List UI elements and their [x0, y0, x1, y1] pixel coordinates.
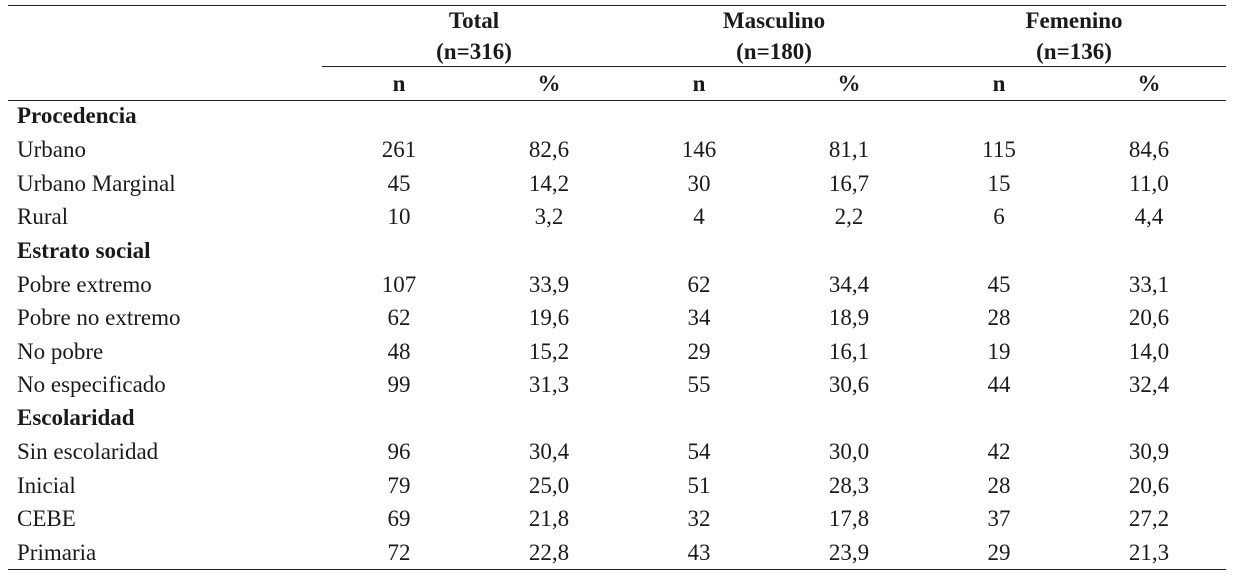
cell-total-pct: 19,6 [528, 305, 570, 330]
cell-femenino-n: 42 [987, 439, 1011, 464]
cell-masculino-n: 62 [687, 272, 711, 297]
cell-masculino-pct: 17,8 [828, 506, 870, 531]
cell-total-pct: 22,8 [528, 540, 570, 565]
row-label: Urbano [17, 137, 86, 162]
cell-masculino-n: 29 [687, 339, 711, 364]
cell-femenino-pct: 4,4 [1134, 204, 1164, 229]
group-header-femenino-count: (n=136) [1036, 39, 1112, 64]
section-title: Escolaridad [17, 405, 135, 430]
cell-femenino-pct: 84,6 [1128, 137, 1170, 162]
cell-masculino-pct: 18,9 [828, 305, 870, 330]
cell-femenino-pct: 21,3 [1128, 540, 1170, 565]
cell-masculino-pct: 2,2 [834, 204, 864, 229]
cell-femenino-n: 29 [987, 540, 1011, 565]
cell-femenino-pct: 14,0 [1128, 339, 1170, 364]
cell-total-n: 45 [387, 171, 411, 196]
cell-masculino-pct: 23,9 [828, 540, 870, 565]
cell-total-pct: 3,2 [534, 204, 564, 229]
cell-total-n: 72 [387, 540, 411, 565]
subheader-total-n: n [392, 71, 406, 96]
cell-masculino-pct: 30,0 [828, 439, 870, 464]
cell-femenino-n: 28 [987, 305, 1011, 330]
cell-total-pct: 15,2 [528, 339, 570, 364]
section-title: Procedencia [17, 103, 137, 128]
group-header-femenino-title: Femenino [1025, 8, 1123, 33]
cell-total-n: 261 [381, 137, 417, 162]
cell-femenino-n: 6 [993, 204, 1005, 229]
cell-total-pct: 14,2 [528, 171, 570, 196]
cell-masculino-n: 51 [687, 473, 711, 498]
group-header-total-title: Total [448, 8, 500, 33]
cell-femenino-pct: 20,6 [1128, 305, 1170, 330]
subheader-masculino-n: n [692, 71, 706, 96]
cell-masculino-pct: 16,7 [828, 171, 870, 196]
row-label: Pobre extremo [17, 272, 152, 297]
subheader-femenino-n: n [992, 71, 1006, 96]
cell-femenino-pct: 33,1 [1128, 272, 1170, 297]
subheader-femenino-pct: % [1137, 71, 1161, 96]
cell-femenino-pct: 11,0 [1129, 171, 1169, 196]
cell-total-pct: 33,9 [528, 272, 570, 297]
section-title: Estrato social [17, 238, 151, 263]
cell-total-n: 62 [387, 305, 411, 330]
group-header-masculino-title: Masculino [722, 8, 826, 33]
cell-total-n: 69 [387, 506, 411, 531]
cell-femenino-n: 37 [987, 506, 1011, 531]
group-header-masculino-count: (n=180) [736, 39, 812, 64]
row-label: Inicial [17, 473, 76, 498]
cell-total-pct: 21,8 [528, 506, 570, 531]
row-label: Primaria [17, 540, 97, 565]
cell-total-n: 10 [387, 204, 411, 229]
row-label: Pobre no extremo [17, 305, 181, 330]
cell-femenino-n: 44 [987, 372, 1011, 397]
cell-femenino-pct: 32,4 [1128, 372, 1170, 397]
subheader-masculino-pct: % [837, 71, 861, 96]
cell-total-n: 48 [387, 339, 411, 364]
cell-masculino-n: 32 [687, 506, 711, 531]
cell-femenino-n: 115 [982, 137, 1016, 162]
cell-masculino-pct: 34,4 [828, 272, 870, 297]
row-label: No especificado [17, 372, 166, 397]
cell-femenino-pct: 27,2 [1128, 506, 1170, 531]
cell-total-pct: 31,3 [528, 372, 570, 397]
cell-total-n: 107 [381, 272, 417, 297]
cell-femenino-n: 28 [987, 473, 1011, 498]
cell-total-n: 96 [387, 439, 411, 464]
cell-masculino-n: 55 [687, 372, 711, 397]
cell-masculino-n: 30 [687, 171, 711, 196]
cell-total-pct: 82,6 [528, 137, 570, 162]
cell-masculino-pct: 81,1 [828, 137, 870, 162]
cell-femenino-n: 19 [987, 339, 1011, 364]
top-rule [8, 5, 1226, 6]
cell-total-n: 99 [387, 372, 411, 397]
cell-femenino-n: 45 [987, 272, 1011, 297]
row-label: CEBE [17, 506, 76, 531]
cell-masculino-pct: 16,1 [828, 339, 870, 364]
cell-masculino-pct: 30,6 [828, 372, 870, 397]
cell-masculino-n: 34 [687, 305, 711, 330]
row-label: Sin escolaridad [17, 439, 159, 464]
group-header-rule [322, 66, 1226, 67]
header-rule [8, 100, 1226, 101]
cell-masculino-n: 4 [693, 204, 705, 229]
group-header-total-count: (n=316) [436, 39, 512, 64]
cell-masculino-n: 54 [687, 439, 711, 464]
row-label: No pobre [17, 339, 104, 364]
cell-total-n: 79 [387, 473, 411, 498]
subheader-total-pct: % [537, 71, 561, 96]
row-label: Rural [17, 204, 69, 229]
cell-femenino-pct: 20,6 [1128, 473, 1170, 498]
bottom-rule [8, 569, 1226, 570]
cell-masculino-n: 146 [681, 137, 717, 162]
cell-total-pct: 30,4 [528, 439, 570, 464]
cell-total-pct: 25,0 [528, 473, 570, 498]
cell-femenino-pct: 30,9 [1128, 439, 1170, 464]
cell-femenino-n: 15 [987, 171, 1011, 196]
cell-masculino-n: 43 [687, 540, 711, 565]
row-label: Urbano Marginal [17, 171, 176, 196]
cell-masculino-pct: 28,3 [828, 473, 870, 498]
